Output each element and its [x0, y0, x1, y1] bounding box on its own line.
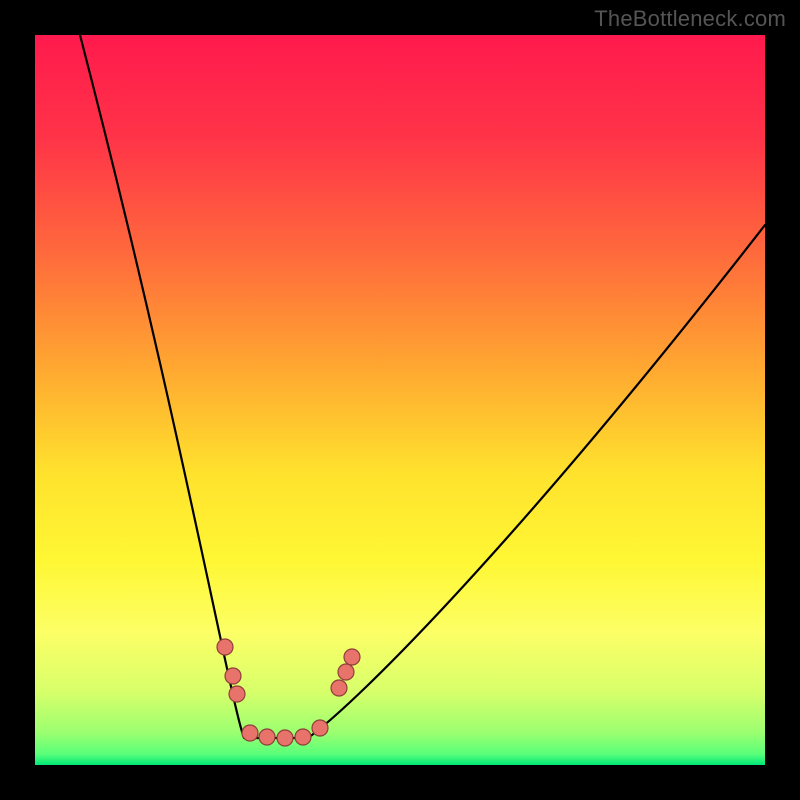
curve-marker	[338, 664, 354, 680]
bottleneck-chart	[0, 0, 800, 800]
curve-marker	[277, 730, 293, 746]
curve-marker	[344, 649, 360, 665]
curve-marker	[295, 729, 311, 745]
watermark-text: TheBottleneck.com	[594, 6, 786, 32]
plot-background	[35, 35, 765, 765]
curve-marker	[229, 686, 245, 702]
curve-marker	[312, 720, 328, 736]
curve-marker	[242, 725, 258, 741]
chart-stage: TheBottleneck.com	[0, 0, 800, 800]
curve-marker	[331, 680, 347, 696]
curve-marker	[217, 639, 233, 655]
curve-marker	[259, 729, 275, 745]
curve-marker	[225, 668, 241, 684]
